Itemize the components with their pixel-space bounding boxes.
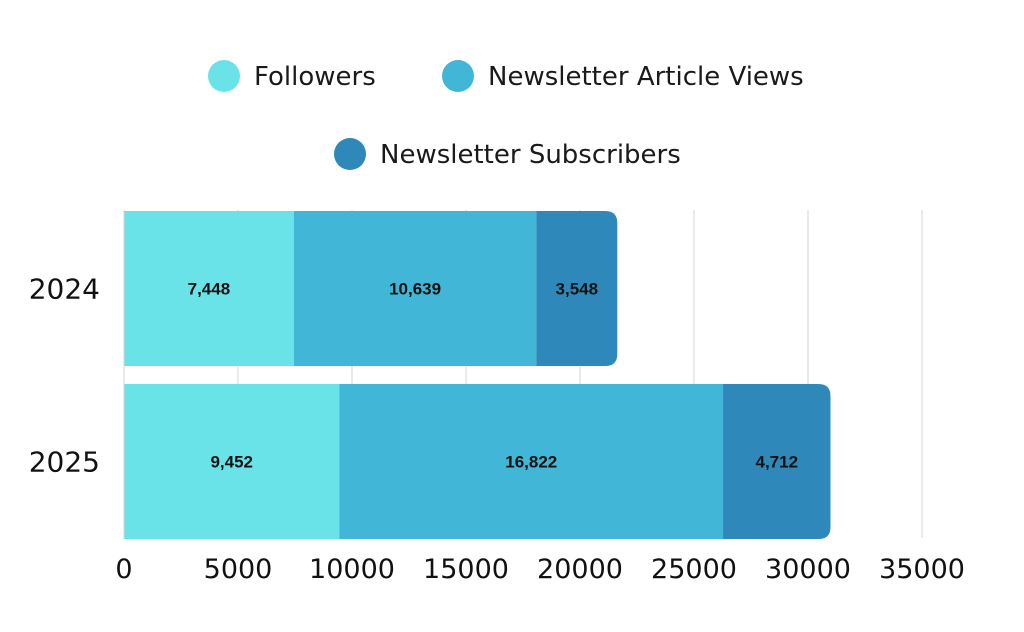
data-label-2025-newsletter-subscribers: 4,712 — [755, 453, 798, 472]
legend-swatch-followers — [208, 60, 240, 92]
legend-swatch-newsletter-subscribers — [334, 138, 366, 170]
data-label-2024-followers: 7,448 — [188, 280, 231, 299]
x-tick-label-10000: 10000 — [309, 554, 395, 585]
x-tick-label-35000: 35000 — [879, 554, 965, 585]
legend-label-followers: Followers — [254, 62, 376, 92]
legend-swatch-newsletter-article-views — [442, 60, 474, 92]
x-tick-label-20000: 20000 — [537, 554, 623, 585]
x-tick-label-15000: 15000 — [423, 554, 509, 585]
category-label-2025: 2025 — [29, 446, 100, 479]
x-tick-label-5000: 5000 — [204, 554, 273, 585]
x-tick-label-0: 0 — [115, 554, 132, 585]
x-tick-label-30000: 30000 — [765, 554, 851, 585]
bars — [124, 211, 831, 539]
bar-2024-newsletter-article-views — [293, 211, 537, 366]
bar-2025-newsletter-article-views — [339, 384, 724, 539]
bar-2024-followers — [124, 211, 294, 366]
data-label-2024-newsletter-article-views: 10,639 — [389, 280, 441, 299]
legend-label-newsletter-article-views: Newsletter Article Views — [488, 62, 804, 92]
category-label-2024: 2024 — [29, 273, 100, 306]
legend: Followers Newsletter Article Views Newslet… — [208, 60, 804, 170]
data-labels: 7,448 10,639 3,548 9,452 16,822 4,712 — [188, 280, 798, 472]
legend-label-newsletter-subscribers: Newsletter Subscribers — [380, 140, 681, 170]
axes: 0 5000 10000 15000 20000 25000 30000 35000 2024 2… — [29, 210, 965, 585]
bar-2024-newsletter-subscribers — [536, 211, 618, 366]
data-label-2025-followers: 9,452 — [210, 453, 253, 472]
bar-2025-newsletter-subscribers — [723, 384, 831, 539]
data-label-2025-newsletter-article-views: 16,822 — [505, 453, 557, 472]
data-label-2024-newsletter-subscribers: 3,548 — [556, 280, 599, 299]
bar-2025-followers — [124, 384, 340, 539]
x-tick-label-25000: 25000 — [651, 554, 737, 585]
